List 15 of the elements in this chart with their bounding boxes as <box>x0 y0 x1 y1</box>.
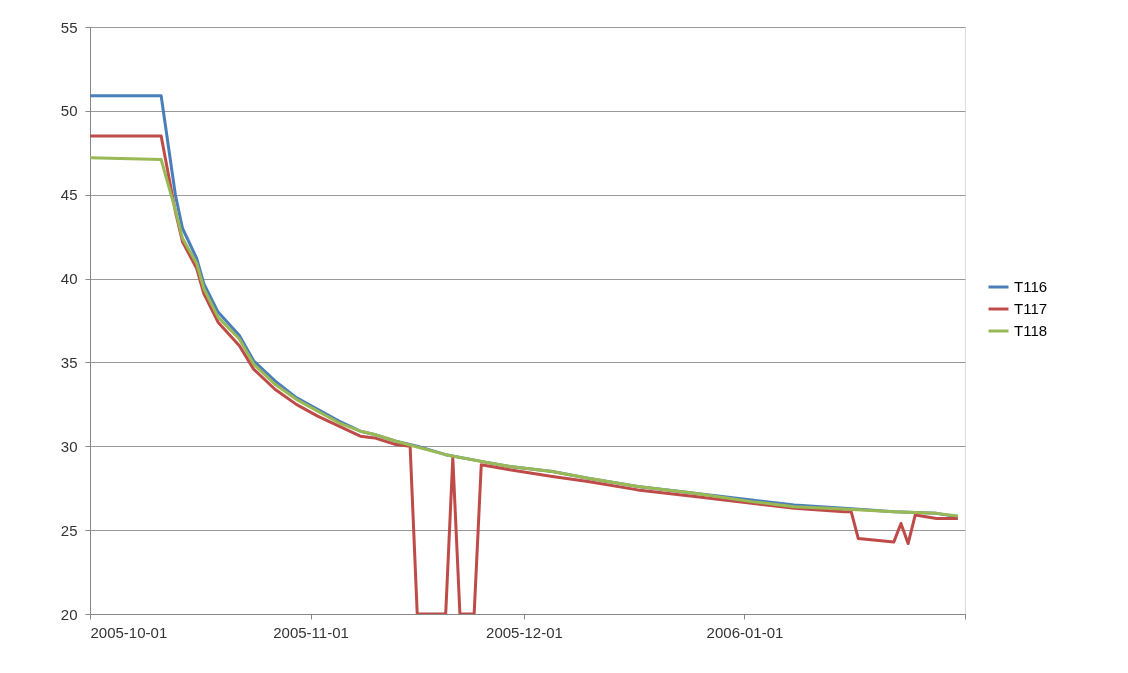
y-tick-label: 50 <box>60 102 78 120</box>
legend-label: T117 <box>1014 300 1048 317</box>
y-tick-label: 45 <box>60 186 78 204</box>
y-tick-label: 30 <box>60 437 78 455</box>
x-tick-label: 2005-11-01 <box>273 623 349 641</box>
y-tick-label: 35 <box>60 353 78 371</box>
legend-label: T116 <box>1014 278 1048 295</box>
y-tick-label: 55 <box>60 18 78 36</box>
y-tick-label: 40 <box>60 270 78 288</box>
y-tick-label: 25 <box>60 521 78 539</box>
x-tick-label: 2005-12-01 <box>486 623 563 641</box>
x-tick-label: 2005-10-01 <box>90 623 168 641</box>
legend-label: T118 <box>1014 322 1048 339</box>
y-tick-label: 20 <box>60 605 78 623</box>
x-tick-label: 2006-01-01 <box>706 623 784 641</box>
